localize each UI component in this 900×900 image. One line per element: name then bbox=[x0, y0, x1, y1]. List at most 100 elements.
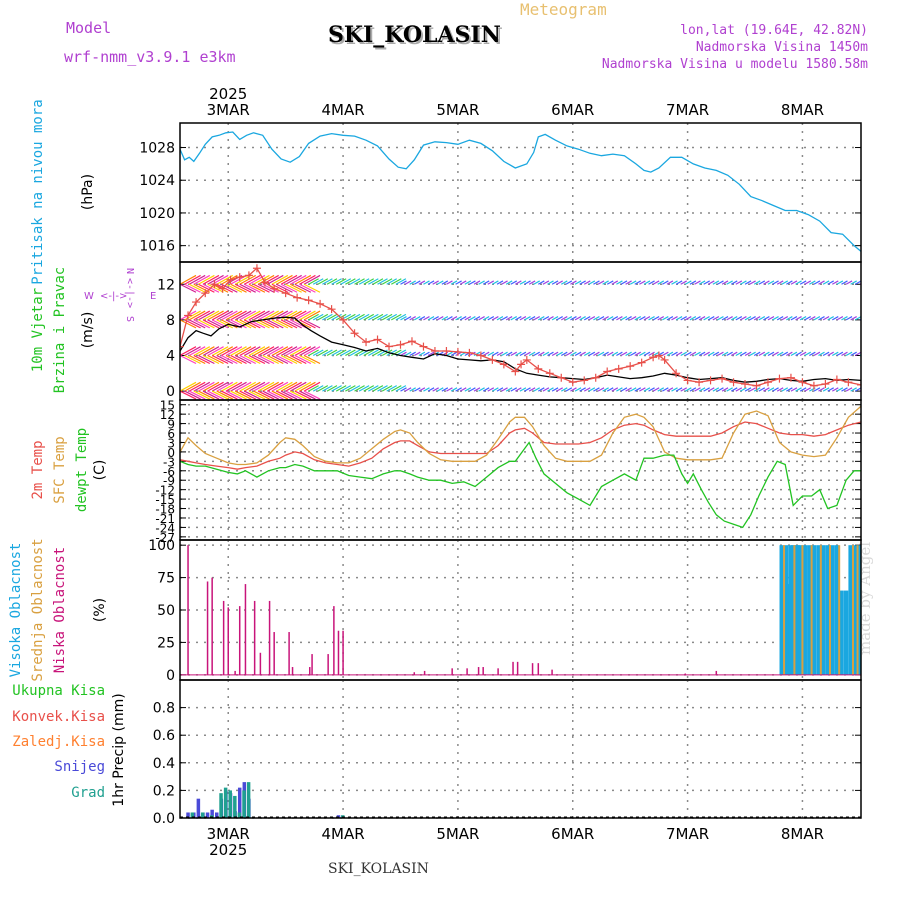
wind-barb bbox=[180, 319, 197, 329]
wind-barb bbox=[850, 387, 857, 392]
wind-barb bbox=[368, 313, 379, 321]
bar-cloud bbox=[779, 545, 785, 675]
wind-barb bbox=[606, 316, 614, 321]
gust-marker bbox=[649, 353, 658, 362]
wind-barb bbox=[547, 351, 554, 357]
wind-barb bbox=[198, 346, 215, 357]
wind-barb bbox=[519, 316, 527, 321]
wind-barb bbox=[662, 351, 669, 357]
wind-barb bbox=[349, 385, 361, 392]
wind-barb bbox=[675, 280, 683, 285]
wind-barb bbox=[758, 280, 766, 285]
wind-barb bbox=[799, 316, 807, 321]
wind-barb bbox=[400, 280, 407, 285]
wind-barb bbox=[436, 351, 444, 357]
compass-ew-arrows: <-|-> bbox=[100, 291, 127, 302]
wind-barb bbox=[322, 349, 333, 357]
wind-barb bbox=[257, 283, 275, 293]
wind-barb bbox=[560, 280, 568, 285]
wind-barb bbox=[763, 280, 770, 285]
wind-barb bbox=[744, 280, 752, 285]
y-tick-label: -15 bbox=[155, 493, 175, 507]
y-tick-label: 0 bbox=[166, 668, 175, 684]
model-name: wrf-nmm_v3.9.1 e3km bbox=[64, 48, 236, 66]
bar-cloud bbox=[516, 661, 519, 675]
y-axis-label: SFC Temp bbox=[52, 436, 68, 503]
wind-barb bbox=[574, 280, 582, 285]
wind-barb bbox=[657, 280, 665, 285]
wind-barb bbox=[565, 316, 573, 321]
wind-barb bbox=[464, 316, 472, 321]
wind-barb bbox=[386, 313, 398, 321]
wind-barb bbox=[542, 387, 550, 392]
meteogram-label: Meteogram bbox=[520, 0, 607, 19]
wind-barb bbox=[262, 346, 279, 357]
wind-barb bbox=[832, 387, 839, 392]
wind-barb bbox=[391, 349, 402, 357]
wind-barb bbox=[244, 390, 261, 400]
bar-precip bbox=[242, 790, 246, 818]
wind-barb bbox=[253, 283, 270, 293]
wind-barb bbox=[312, 278, 324, 285]
wind-barb bbox=[519, 387, 527, 392]
wind-barb bbox=[565, 351, 573, 357]
y-tick-label: 3 bbox=[167, 436, 175, 450]
wind-barb bbox=[482, 316, 490, 321]
wind-barb bbox=[266, 381, 284, 392]
wind-barb bbox=[193, 274, 211, 285]
wind-barb bbox=[381, 278, 393, 285]
wind-barb bbox=[533, 387, 540, 392]
wind-barb bbox=[312, 313, 324, 321]
wind-barb bbox=[749, 280, 756, 285]
wind-barb bbox=[211, 319, 229, 329]
y-tick-label: 0.6 bbox=[153, 728, 175, 744]
series-line-dewpt-temp bbox=[180, 441, 861, 529]
wind-barb bbox=[740, 280, 747, 285]
bar-cloud bbox=[856, 545, 859, 675]
wind-barb bbox=[335, 313, 347, 321]
wind-barb bbox=[368, 278, 379, 285]
wind-barb bbox=[606, 280, 614, 285]
wind-barb bbox=[207, 274, 224, 285]
wind-barb bbox=[299, 354, 316, 365]
wind-barb bbox=[294, 390, 312, 400]
bar-precip bbox=[200, 812, 205, 818]
wind-barb bbox=[271, 354, 289, 365]
wind-barb bbox=[322, 278, 333, 285]
wind-barb bbox=[280, 283, 298, 293]
wind-barb bbox=[317, 313, 329, 321]
wind-barb bbox=[354, 313, 365, 321]
wind-barb bbox=[809, 280, 816, 285]
wind-barb bbox=[303, 283, 321, 293]
wind-barb bbox=[289, 283, 307, 293]
gust-marker bbox=[695, 378, 704, 387]
wind-barb bbox=[257, 381, 275, 392]
bar-precip bbox=[228, 790, 232, 818]
wind-barb bbox=[253, 390, 270, 400]
wind-barb bbox=[698, 351, 706, 357]
wind-barb bbox=[267, 319, 284, 329]
wind-barb bbox=[505, 280, 513, 285]
wind-barb bbox=[767, 316, 775, 321]
wind-barb bbox=[423, 387, 430, 392]
y-axis-label: 2m Temp bbox=[30, 440, 46, 499]
wind-barb bbox=[583, 280, 591, 285]
gust-marker bbox=[304, 296, 313, 305]
wind-barb bbox=[827, 280, 834, 285]
wind-barb bbox=[694, 387, 701, 392]
wind-barb bbox=[625, 387, 632, 392]
wind-barb bbox=[675, 351, 683, 357]
wind-barb bbox=[510, 280, 518, 285]
bar-cloud bbox=[327, 654, 329, 675]
bar-cloud bbox=[244, 584, 247, 675]
gust-marker bbox=[522, 355, 531, 364]
wind-barb bbox=[386, 385, 398, 392]
panel-data-wind bbox=[180, 264, 861, 400]
wind-barb bbox=[547, 280, 554, 285]
bar-cloud bbox=[273, 632, 275, 675]
wind-barb bbox=[473, 387, 481, 392]
wind-barb bbox=[427, 280, 435, 285]
panel-frame-wind bbox=[179, 261, 862, 401]
wind-barb bbox=[221, 381, 238, 392]
wind-barb bbox=[216, 390, 234, 400]
